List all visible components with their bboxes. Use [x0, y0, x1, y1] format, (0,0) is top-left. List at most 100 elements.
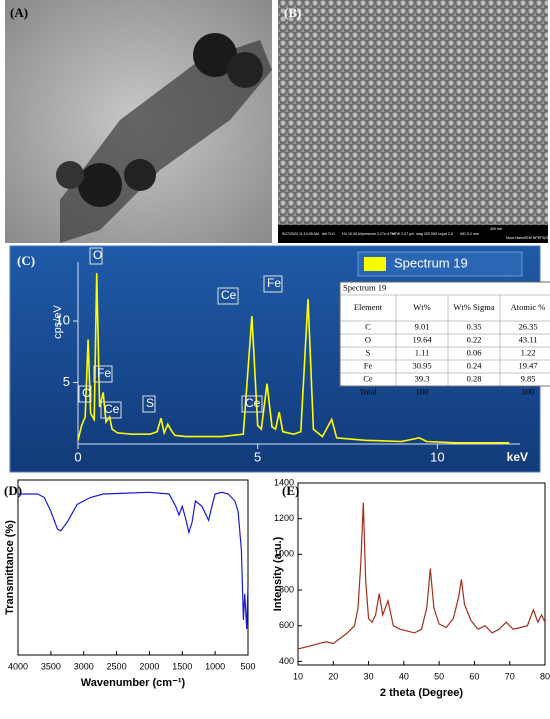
table-cell: O	[365, 334, 371, 344]
peak-label: Ce	[245, 396, 261, 410]
peak-label-box	[217, 287, 239, 305]
x-tick-label: 1000	[205, 661, 225, 671]
x-tick-label: 0	[74, 449, 81, 464]
x-tick-label: 1500	[172, 661, 192, 671]
table-cell: C	[365, 321, 371, 331]
sem-info: WD 5.2 mm	[460, 232, 479, 236]
y-tick-label: 10	[56, 312, 70, 327]
table-cell: 0.28	[467, 373, 482, 383]
table-cell: 100	[416, 386, 429, 396]
table-cell: 39.3	[415, 373, 430, 383]
sem-info: mag 200 000 x	[416, 232, 440, 236]
sem-info: pressure 3.27e-4 Pa	[362, 232, 395, 236]
panel-label: (E)	[282, 483, 299, 498]
x-tick-label: 40	[399, 671, 409, 681]
y-tick-label: 5	[63, 374, 70, 389]
x-axis-label: 2 theta (Degree)	[380, 687, 463, 699]
x-axis-label: Wavenumber (cm⁻¹)	[81, 677, 186, 689]
table-cell: 26.35	[518, 321, 537, 331]
table-cell: Fe	[364, 360, 373, 370]
table-cell: 9.85	[521, 373, 536, 383]
x-tick-label: 500	[240, 661, 255, 671]
peak-label-box	[100, 401, 122, 419]
x-tick-label: 2500	[107, 661, 127, 671]
x-tick-label: 3000	[74, 661, 94, 671]
peak-label-box	[78, 385, 92, 403]
table-cell: 0.24	[467, 360, 483, 370]
panel-label: (D)	[4, 483, 22, 498]
legend-label: Spectrum 19	[394, 255, 468, 270]
table-header: Wt% Sigma	[453, 302, 495, 312]
micrograph-a	[5, 0, 272, 243]
table-cell: 43.11	[519, 334, 538, 344]
peak-label: Fe	[267, 276, 281, 290]
peak-label-box	[89, 247, 103, 265]
peak-label: C	[82, 386, 91, 400]
table-cell: 0.35	[467, 321, 482, 331]
x-tick-label: 50	[434, 671, 444, 681]
x-tick-label: 70	[505, 671, 515, 681]
table-cell: 1.22	[521, 347, 536, 357]
plot-frame	[297, 482, 546, 666]
x-tick-label: 10	[293, 671, 303, 681]
y-tick-label: 1000	[274, 549, 294, 559]
peak-label-box	[93, 365, 113, 383]
panel-label: (A)	[10, 5, 28, 20]
peak-label: O	[93, 248, 102, 262]
panel-label: (B)	[284, 5, 301, 20]
data-line	[77, 273, 510, 444]
sem-info: det TLD	[322, 232, 335, 236]
x-axis-unit: keV	[507, 450, 528, 464]
x-tick-label: 30	[364, 671, 374, 681]
plot-frame	[17, 479, 249, 656]
table-header: Atomic %	[511, 302, 546, 312]
y-tick-label: 1200	[274, 513, 294, 523]
x-tick-label: 5	[254, 449, 261, 464]
y-axis-label: Transmittance (%)	[4, 520, 16, 615]
x-tick-label: 80	[540, 671, 550, 681]
y-tick-label: 1400	[274, 477, 294, 487]
data-line	[297, 502, 546, 650]
peak-label: Ce	[104, 402, 120, 416]
x-tick-label: 2000	[139, 661, 159, 671]
table-cell: Ce	[363, 373, 373, 383]
table-cell: 9.01	[415, 321, 430, 331]
x-tick-label: 3500	[41, 661, 61, 671]
sem-info: 9/17/2022 11:14:05 AM	[282, 232, 319, 236]
y-axis-label: Intensity (a.u.)	[272, 536, 284, 611]
x-tick-label: 10	[430, 449, 444, 464]
table-cell: 30.95	[412, 360, 431, 370]
data-line	[18, 491, 249, 629]
y-tick-label: 600	[279, 620, 294, 630]
peak-label: Fe	[97, 366, 111, 380]
table-cell: S	[366, 347, 371, 357]
table-cell: 19.47	[518, 360, 537, 370]
sem-info: HV 10.00 kV	[342, 232, 363, 236]
panel-label: (C)	[17, 253, 35, 268]
table-cell: 0.06	[467, 347, 482, 357]
table-title: Spectrum 19	[343, 282, 386, 292]
peak-label-box	[263, 275, 283, 293]
y-tick-label: 400	[279, 656, 294, 666]
x-tick-label: 60	[469, 671, 479, 681]
micrograph-b	[278, 0, 548, 243]
y-axis-label: cps/eV	[52, 305, 64, 339]
y-tick-label: 800	[279, 584, 294, 594]
peak-label-box	[241, 395, 263, 413]
peak-label-box	[142, 395, 156, 413]
table-cell: 0.22	[467, 334, 482, 344]
table-cell: 19.64	[412, 334, 432, 344]
sem-info: HFW 2.07 µm	[392, 232, 414, 236]
table-header: Element	[354, 302, 383, 312]
sem-info: spot 2.5	[440, 232, 453, 236]
x-tick-label: 4000	[8, 661, 28, 671]
table-header: Wt%	[413, 302, 430, 312]
table-cell: 1.11	[415, 347, 430, 357]
table-cell: 100	[522, 386, 535, 396]
peak-label: Ce	[221, 288, 237, 302]
legend-swatch	[364, 257, 386, 271]
x-tick-label: 20	[328, 671, 338, 681]
sem-info: 400 nm	[490, 227, 502, 231]
